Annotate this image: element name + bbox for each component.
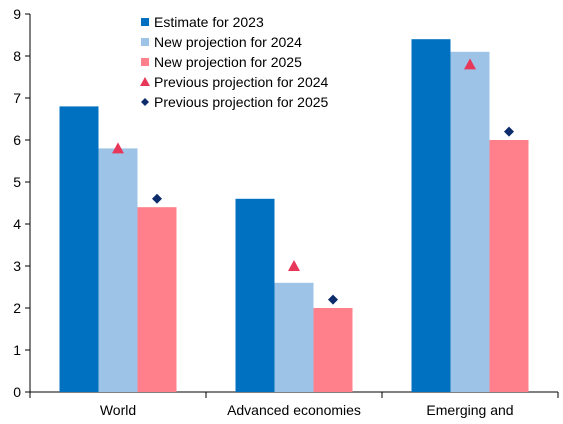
x-tick-label: Emerging and	[426, 402, 513, 418]
marker-point	[504, 126, 514, 137]
bar	[313, 308, 353, 392]
bar	[450, 51, 490, 393]
legend-swatch	[141, 18, 149, 26]
y-tick-label: 1	[13, 342, 21, 358]
bar	[274, 282, 314, 392]
legend: Estimate for 2023 New projection for 2024…	[140, 14, 329, 110]
legend-label: Estimate for 2023	[154, 14, 264, 30]
bar	[411, 39, 451, 392]
legend-label: Previous projection for 2025	[154, 94, 329, 110]
y-tick-label: 3	[13, 258, 21, 274]
x-tick-label: Advanced economies	[227, 402, 361, 418]
axes: 0 1 2 3 4 5 6 7 8 9 World Advanced economies Emergin…	[13, 6, 559, 418]
markers	[112, 58, 514, 305]
x-tick-label: World	[100, 402, 136, 418]
y-tick-label: 7	[13, 90, 21, 106]
bar	[59, 106, 99, 393]
y-tick-label: 5	[13, 174, 21, 190]
legend-swatch	[141, 98, 149, 106]
marker-point	[152, 193, 162, 204]
legend-label: New projection for 2024	[154, 34, 302, 50]
bars	[59, 39, 529, 393]
legend-swatch	[141, 38, 149, 46]
bar	[235, 198, 275, 392]
bar	[489, 140, 529, 392]
legend-swatch	[140, 77, 150, 86]
marker-point	[112, 142, 124, 154]
bar	[98, 148, 138, 392]
y-tick-label: 6	[13, 132, 21, 148]
y-tick-label: 8	[13, 48, 21, 64]
y-tick-label: 2	[13, 300, 21, 316]
y-tick-label: 4	[13, 216, 21, 232]
bar	[137, 207, 177, 392]
y-tick-label: 0	[13, 384, 21, 400]
marker-point	[464, 58, 476, 70]
legend-swatch	[141, 58, 149, 66]
legend-label: New projection for 2025	[154, 54, 302, 70]
legend-label: Previous projection for 2024	[154, 74, 329, 90]
y-tick-label: 9	[13, 6, 21, 22]
marker-point	[288, 260, 300, 271]
marker-point	[328, 294, 338, 305]
